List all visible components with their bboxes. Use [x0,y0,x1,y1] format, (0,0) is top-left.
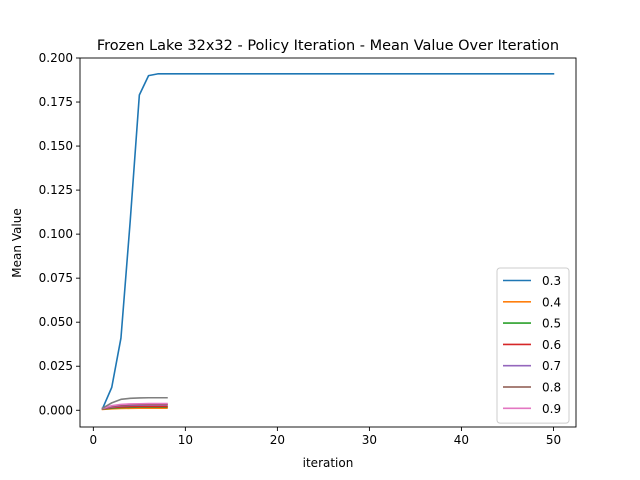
plot-frame [79,57,577,428]
y-axis-ticks: 0.000 0.025 0.050 0.075 0.100 0.125 0.150 0.175… [39,51,80,417]
legend-label: 0.4 [542,295,561,309]
x-tick-label: 10 [178,433,193,447]
legend-label: 0.9 [542,402,561,416]
y-tick-label: 0.125 [39,183,73,197]
series-line-6 [101,402,168,410]
legend-label: 0.6 [542,338,561,352]
legend-box [496,267,570,424]
y-tick-label: 0.050 [39,315,73,329]
legend-label: 0.8 [542,381,561,395]
y-tick-label: 0.150 [39,139,73,153]
x-axis-ticks: 0 10 20 30 40 50 [90,427,561,447]
y-tick-label: 0.200 [39,51,73,65]
x-tick-label: 50 [546,433,561,447]
series-line-0 [101,73,555,410]
y-tick-label: 0.175 [39,95,73,109]
series-layer [101,73,555,411]
legend-label: 0.3 [542,274,561,288]
series-line-7 [101,396,168,410]
chart-title: Frozen Lake 32x32 - Policy Iteration - M… [97,38,559,54]
y-axis-label: Mean Value [10,208,24,277]
x-tick-label: 20 [270,433,285,447]
legend-label: 0.5 [542,317,561,331]
y-tick-label: 0.075 [39,271,73,285]
legend: 0.3 0.4 0.5 0.6 0.7 0.8 0.9 [496,267,570,424]
x-tick-label: 30 [362,433,377,447]
x-tick-label: 0 [90,433,98,447]
x-tick-label: 40 [454,433,469,447]
y-tick-label: 0.000 [39,403,73,417]
legend-label: 0.7 [542,359,561,373]
y-tick-label: 0.025 [39,359,73,373]
x-axis-label: iteration [303,456,354,470]
y-tick-label: 0.100 [39,227,73,241]
